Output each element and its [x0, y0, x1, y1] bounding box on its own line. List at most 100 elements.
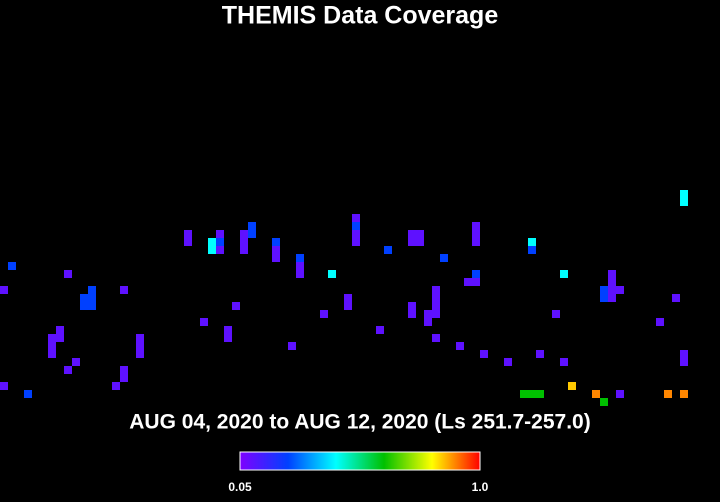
coverage-cell — [672, 294, 680, 302]
coverage-cell — [224, 326, 232, 334]
coverage-cell — [424, 310, 432, 318]
coverage-cell — [136, 350, 144, 358]
coverage-cell — [472, 230, 480, 238]
coverage-cell — [472, 278, 480, 286]
coverage-cell — [288, 342, 296, 350]
coverage-cell — [352, 214, 360, 222]
subtitle: AUG 04, 2020 to AUG 12, 2020 (Ls 251.7-2… — [129, 411, 590, 434]
coverage-cell — [120, 286, 128, 294]
coverage-cell — [240, 230, 248, 238]
coverage-cell — [680, 350, 688, 358]
coverage-cell — [208, 246, 216, 254]
coverage-cell — [536, 350, 544, 358]
coverage-cell — [248, 230, 256, 238]
coverage-cell — [296, 262, 304, 270]
coverage-cell — [120, 366, 128, 374]
coverage-cell — [232, 302, 240, 310]
coverage-cell — [608, 270, 616, 278]
coverage-cell — [528, 238, 536, 246]
coverage-cell — [80, 302, 88, 310]
coverage-cell — [56, 334, 64, 342]
coverage-cell — [136, 342, 144, 350]
coverage-cell — [456, 342, 464, 350]
coverage-cell — [432, 286, 440, 294]
coverage-cell — [608, 278, 616, 286]
coverage-cell — [592, 390, 600, 398]
colorbar-tick-label: 0.05 — [228, 480, 252, 494]
coverage-cell — [600, 294, 608, 302]
coverage-cell — [408, 310, 416, 318]
coverage-cell — [472, 238, 480, 246]
coverage-cell — [408, 238, 416, 246]
coverage-cell — [616, 390, 624, 398]
coverage-cell — [656, 318, 664, 326]
coverage-cell — [216, 246, 224, 254]
coverage-cell — [432, 310, 440, 318]
coverage-cell — [0, 286, 8, 294]
coverage-cell — [24, 390, 32, 398]
coverage-cell — [320, 310, 328, 318]
coverage-cell — [664, 390, 672, 398]
coverage-cell — [216, 230, 224, 238]
coverage-cell — [608, 286, 616, 294]
coverage-cell — [432, 334, 440, 342]
coverage-cell — [88, 302, 96, 310]
coverage-cell — [480, 350, 488, 358]
coverage-cell — [296, 254, 304, 262]
coverage-cell — [112, 382, 120, 390]
coverage-cell — [560, 358, 568, 366]
coverage-cell — [216, 238, 224, 246]
coverage-cell — [616, 286, 624, 294]
coverage-cell — [536, 390, 544, 398]
colorbar — [239, 451, 481, 471]
coverage-cell — [80, 294, 88, 302]
coverage-cell — [504, 358, 512, 366]
coverage-cell — [408, 302, 416, 310]
coverage-cell — [72, 358, 80, 366]
coverage-cell — [120, 374, 128, 382]
coverage-cell — [352, 230, 360, 238]
coverage-cell — [352, 222, 360, 230]
coverage-cell — [240, 238, 248, 246]
coverage-cell — [528, 390, 536, 398]
coverage-cell — [408, 230, 416, 238]
coverage-cell — [48, 350, 56, 358]
coverage-cell — [56, 326, 64, 334]
coverage-cell — [680, 190, 688, 198]
coverage-cell — [680, 358, 688, 366]
coverage-cell — [344, 294, 352, 302]
coverage-cell — [8, 262, 16, 270]
coverage-cell — [680, 390, 688, 398]
coverage-cell — [568, 382, 576, 390]
coverage-cell — [680, 198, 688, 206]
coverage-cell — [184, 230, 192, 238]
coverage-cell — [416, 230, 424, 238]
coverage-cell — [552, 310, 560, 318]
coverage-cell — [64, 270, 72, 278]
coverage-cell — [352, 238, 360, 246]
coverage-cell — [608, 294, 616, 302]
coverage-cell — [0, 382, 8, 390]
coverage-cell — [240, 246, 248, 254]
coverage-cell — [560, 270, 568, 278]
coverage-cell — [272, 246, 280, 254]
coverage-cell — [184, 238, 192, 246]
coverage-cell — [272, 254, 280, 262]
chart-title: THEMIS Data Coverage — [222, 2, 499, 30]
coverage-cell — [432, 294, 440, 302]
coverage-cell — [136, 334, 144, 342]
coverage-cell — [440, 254, 448, 262]
coverage-cell — [48, 334, 56, 342]
coverage-cell — [424, 318, 432, 326]
coverage-cell — [208, 238, 216, 246]
coverage-cell — [376, 326, 384, 334]
coverage-cell — [328, 270, 336, 278]
coverage-cell — [344, 302, 352, 310]
coverage-cell — [272, 238, 280, 246]
coverage-cell — [200, 318, 208, 326]
coverage-cell — [600, 398, 608, 406]
coverage-cell — [88, 286, 96, 294]
coverage-cell — [296, 270, 304, 278]
